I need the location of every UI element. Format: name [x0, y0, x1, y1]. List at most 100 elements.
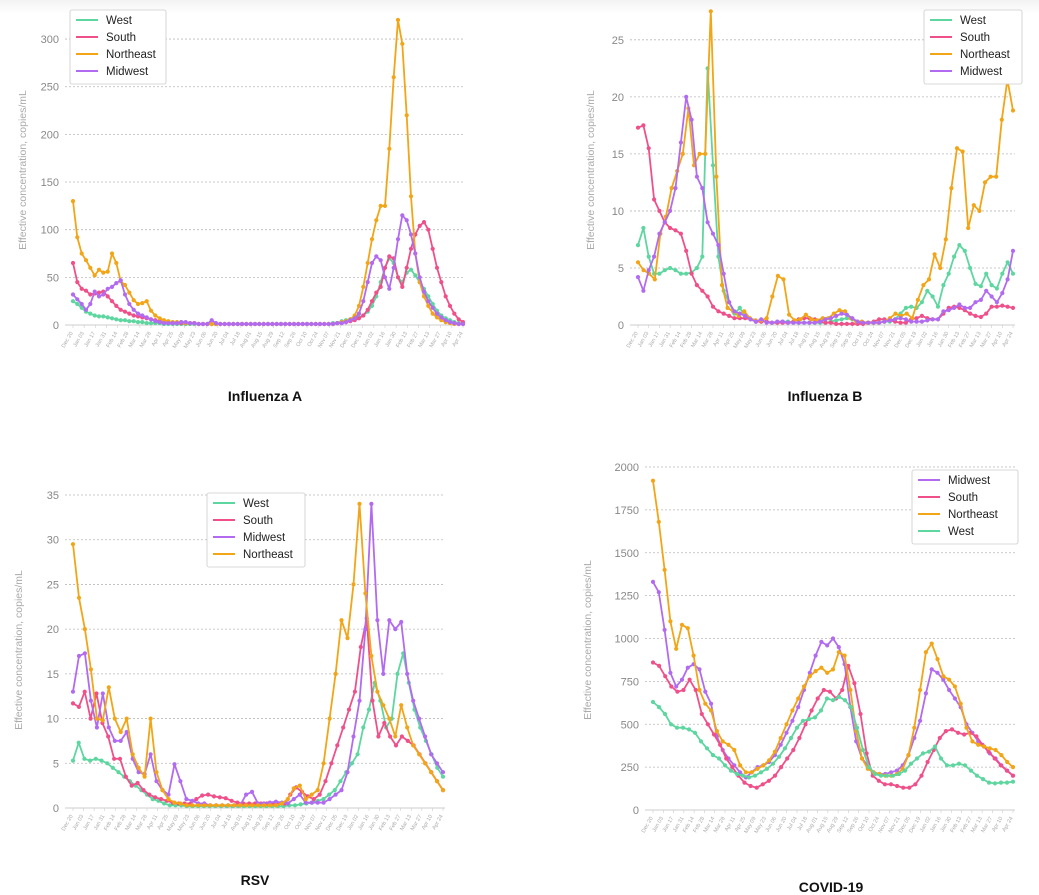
- data-point: [127, 290, 132, 295]
- data-point: [843, 309, 848, 314]
- data-point: [937, 735, 942, 741]
- data-point: [341, 725, 346, 730]
- data-point: [725, 305, 730, 310]
- data-point: [311, 797, 316, 802]
- y-tick-label: 100: [41, 225, 59, 237]
- data-point: [423, 761, 428, 766]
- data-point: [99, 758, 104, 763]
- data-point: [709, 701, 714, 706]
- data-point: [136, 765, 141, 770]
- data-point: [784, 730, 789, 735]
- series-line-midwest: [637, 96, 1014, 324]
- data-point: [686, 727, 692, 732]
- data-point: [662, 567, 667, 573]
- data-point: [148, 321, 154, 326]
- data-point: [122, 282, 128, 288]
- data-point: [456, 317, 461, 322]
- data-point: [674, 646, 679, 651]
- data-point: [356, 316, 362, 321]
- data-point: [393, 743, 399, 748]
- data-point: [309, 792, 314, 797]
- data-point: [938, 265, 943, 271]
- data-point: [876, 778, 881, 783]
- data-point: [766, 778, 772, 783]
- data-point: [650, 699, 656, 705]
- data-point: [265, 321, 271, 327]
- data-point: [421, 220, 427, 225]
- data-point: [339, 618, 344, 623]
- data-point: [932, 744, 938, 749]
- data-point: [358, 644, 363, 650]
- data-point: [904, 311, 909, 316]
- data-point: [652, 197, 657, 202]
- data-point: [821, 687, 826, 693]
- y-tick-label: 250: [41, 82, 59, 94]
- data-point: [827, 689, 833, 694]
- data-point: [382, 275, 388, 280]
- y-tick-label: 150: [41, 177, 59, 189]
- data-point: [190, 798, 195, 803]
- data-point: [737, 305, 742, 310]
- data-point: [303, 800, 308, 805]
- data-point: [106, 685, 111, 690]
- data-point: [973, 313, 978, 318]
- data-point: [327, 792, 332, 797]
- data-point: [317, 792, 322, 797]
- data-point: [675, 689, 680, 694]
- data-point: [830, 667, 836, 672]
- data-point: [369, 653, 374, 659]
- data-point: [860, 320, 866, 325]
- data-point: [317, 321, 323, 327]
- data-point: [882, 782, 888, 787]
- data-point: [167, 803, 172, 808]
- data-point: [365, 260, 370, 266]
- data-point: [323, 779, 328, 784]
- data-point: [404, 218, 409, 223]
- data-point: [941, 674, 946, 679]
- data-point: [405, 725, 410, 730]
- data-point: [179, 320, 184, 325]
- data-point: [141, 788, 146, 793]
- data-point: [400, 213, 405, 218]
- data-point: [159, 797, 164, 802]
- data-point: [1005, 277, 1010, 282]
- data-point: [742, 780, 747, 785]
- data-point: [834, 321, 839, 326]
- data-point: [929, 641, 934, 646]
- data-point: [202, 803, 207, 808]
- data-point: [652, 277, 657, 282]
- data-point: [692, 730, 698, 735]
- data-point: [92, 289, 97, 294]
- chart-title-covid-19: COVID-19: [798, 879, 864, 895]
- data-point: [704, 746, 710, 751]
- data-point: [274, 321, 279, 327]
- data-point: [703, 151, 708, 156]
- series-south: [650, 660, 1016, 790]
- data-point: [998, 780, 1004, 785]
- data-point: [399, 703, 404, 708]
- data-point: [962, 732, 967, 737]
- y-tick-label: 10: [47, 714, 59, 726]
- data-point: [105, 761, 110, 766]
- data-point: [153, 319, 158, 324]
- data-point: [93, 756, 98, 761]
- data-point: [75, 280, 80, 285]
- data-point: [83, 307, 89, 312]
- data-point: [749, 770, 754, 775]
- data-point: [694, 283, 700, 288]
- data-point: [687, 677, 692, 682]
- data-point: [780, 319, 785, 324]
- data-point: [657, 231, 662, 236]
- legend-label: Midwest: [948, 475, 991, 487]
- data-point: [779, 765, 784, 770]
- data-point: [714, 729, 720, 734]
- data-point: [124, 716, 129, 721]
- data-point: [730, 765, 735, 770]
- data-point: [1005, 260, 1010, 265]
- data-point: [915, 297, 921, 302]
- data-point: [369, 260, 375, 266]
- data-point: [426, 299, 431, 304]
- data-point: [681, 687, 686, 693]
- data-point: [977, 208, 982, 213]
